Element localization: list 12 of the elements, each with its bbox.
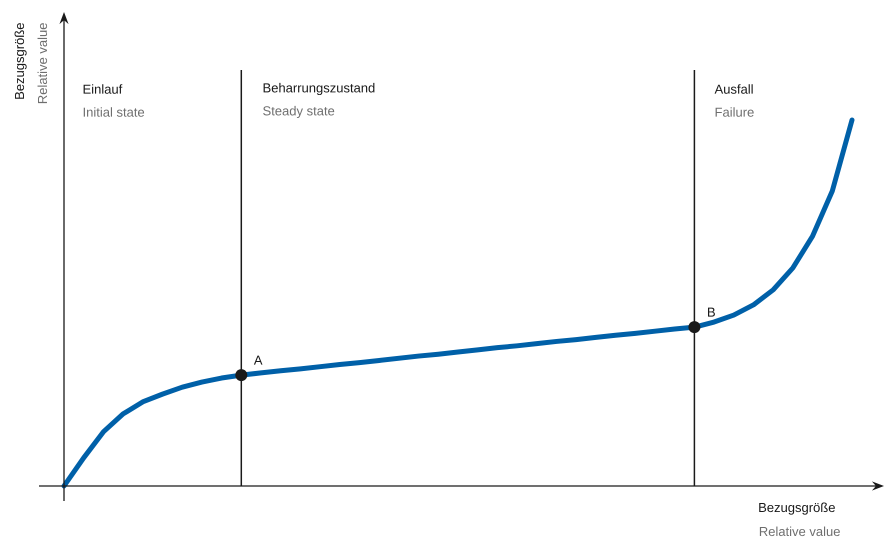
text: Relative value [38,23,48,104]
x-axis-title: Bezugsgröße [759,502,835,515]
annotation: A [254,356,262,365]
text: Steady state [263,106,334,118]
text: Ausfall [714,84,753,94]
annotation: B [708,308,715,317]
text: Initial state [84,107,144,117]
text: Beharrungszustand [264,82,374,96]
text: Failure [716,107,754,117]
text: Relative value [760,526,840,536]
y-axis-title: Bezugsgröße [14,23,27,99]
text: Einlauf [84,84,122,94]
